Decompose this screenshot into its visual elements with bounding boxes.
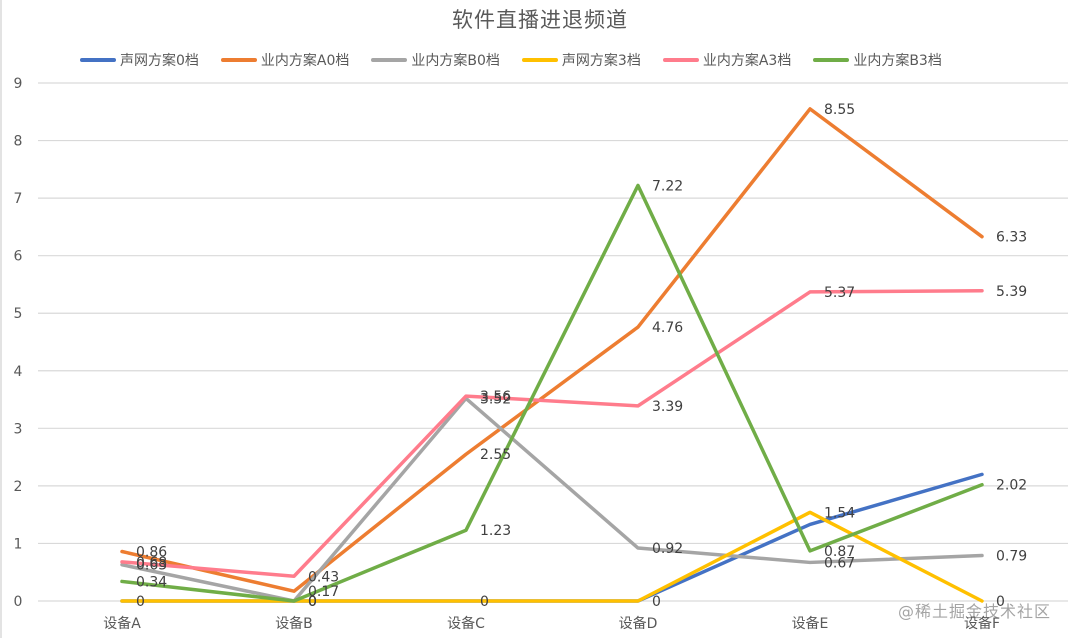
data-label: 0.87 — [824, 544, 855, 560]
data-label: 0 — [652, 594, 661, 610]
data-label: 0.67 — [824, 555, 855, 571]
legend-item: 业内方案A0档 — [220, 50, 350, 70]
data-label: 5.37 — [824, 285, 855, 301]
data-label: 0 — [480, 594, 489, 610]
data-label: 3.39 — [652, 399, 683, 415]
series-line — [120, 183, 984, 603]
data-label: 7.22 — [652, 178, 683, 194]
legend-item: 业内方案A3档 — [662, 50, 792, 70]
y-tick-label: 8 — [14, 134, 23, 150]
y-tick-label: 4 — [14, 364, 23, 380]
legend-label: 声网方案3档 — [561, 53, 641, 69]
legend-label: 业内方案A0档 — [260, 53, 350, 69]
data-label: 8.55 — [824, 102, 855, 118]
data-label: 0 — [308, 594, 317, 610]
data-label: 0 — [136, 594, 145, 610]
legend-label: 业内方案B3档 — [853, 53, 942, 69]
legend-swatch-icon — [521, 58, 558, 62]
data-label: 0 — [308, 594, 317, 610]
data-label: 2.02 — [996, 478, 1027, 494]
data-label: 0.92 — [652, 541, 683, 557]
legend-label: 业内方案B0档 — [411, 53, 500, 69]
legend-label: 业内方案A3档 — [702, 53, 792, 69]
data-label: 0.17 — [308, 584, 339, 600]
y-tick-label: 2 — [14, 479, 23, 495]
legend-item: 声网方案3档 — [521, 50, 641, 70]
legend-swatch-icon — [662, 58, 699, 62]
data-label: 6.33 — [996, 230, 1027, 246]
data-label: 0.79 — [996, 549, 1027, 565]
legend-swatch-icon — [371, 58, 408, 62]
y-tick-label: 6 — [14, 249, 23, 265]
data-label: 3.56 — [480, 389, 511, 405]
y-tick-label: 7 — [14, 191, 23, 207]
series-line — [120, 510, 984, 603]
data-label: 1.54 — [824, 505, 855, 521]
data-label: 0.86 — [136, 545, 167, 561]
chart-legend: 声网方案0档 业内方案A0档 业内方案B0档 声网方案3档 业内方案A3档 业内方案B3档 — [80, 50, 964, 70]
x-tick-label: 设备A — [103, 615, 141, 632]
legend-swatch-icon — [80, 58, 116, 62]
y-tick-label: 3 — [14, 421, 23, 437]
chart-title: 软件直播进退频道 — [452, 8, 628, 32]
x-tick-label: 设备D — [619, 615, 658, 632]
series-line — [120, 107, 984, 593]
series-line — [120, 396, 984, 603]
data-label: 0.34 — [136, 574, 167, 590]
legend-item: 业内方案B0档 — [371, 50, 500, 70]
x-tick-label: 设备F — [964, 615, 1000, 632]
data-label: 0.63 — [136, 558, 167, 574]
data-label: 2.55 — [480, 447, 511, 463]
y-tick-label: 1 — [14, 536, 23, 552]
watermark: @稀土掘金技术社区 — [898, 602, 1052, 621]
y-tick-label: 9 — [14, 76, 23, 92]
x-tick-label: 设备B — [275, 615, 313, 632]
legend-item: 业内方案B3档 — [813, 50, 942, 70]
data-label: 0 — [308, 594, 317, 610]
legend-swatch-icon — [813, 58, 850, 62]
y-tick-label: 5 — [14, 306, 23, 322]
x-tick-label: 设备C — [447, 615, 485, 632]
series-line — [120, 289, 984, 579]
data-label: 0.43 — [308, 569, 339, 585]
legend-swatch-icon — [220, 58, 257, 62]
data-label: 0.68 — [136, 555, 167, 571]
data-label: 5.39 — [996, 284, 1027, 300]
legend-label: 声网方案0档 — [120, 53, 199, 69]
data-label: 0 — [996, 594, 1005, 610]
y-tick-label: 0 — [14, 594, 23, 610]
x-tick-label: 设备E — [792, 615, 829, 632]
legend-item: 声网方案0档 — [80, 50, 199, 70]
data-label: 3.52 — [480, 391, 511, 407]
data-label: 1.23 — [480, 523, 511, 539]
data-label: 4.76 — [652, 320, 683, 336]
